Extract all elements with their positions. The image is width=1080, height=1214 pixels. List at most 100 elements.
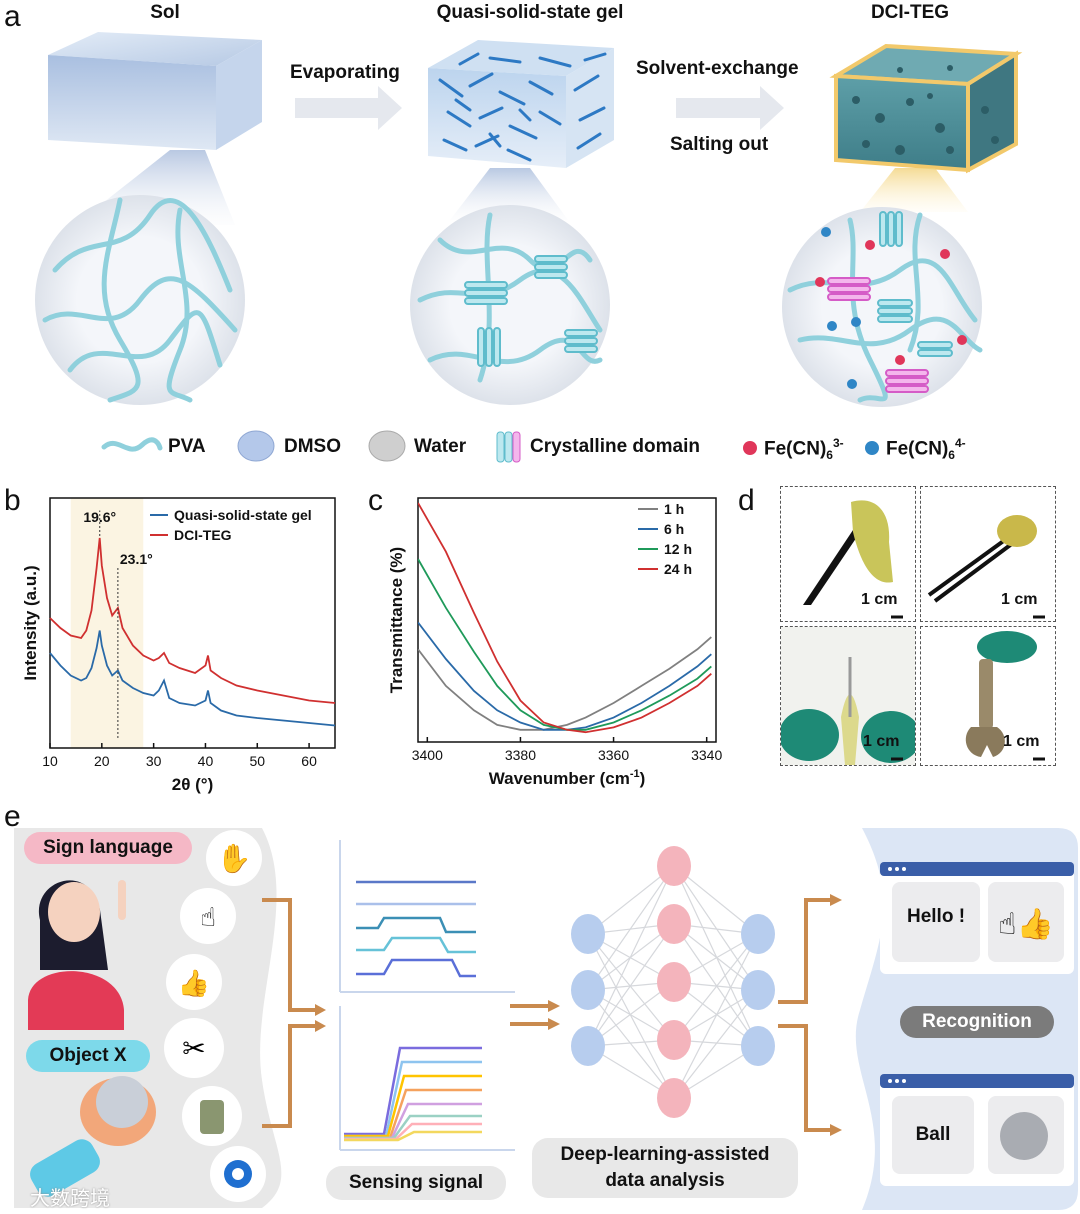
nn-edge [587, 989, 675, 1099]
nn-edge [673, 865, 759, 1047]
xrd-xtick-label: 50 [249, 753, 265, 769]
teg-block-side [966, 50, 1018, 174]
ftir-ylabel: Transmittance (%) [387, 547, 406, 693]
panel-label-c: c [368, 484, 383, 517]
highlight-band [70, 498, 144, 748]
panel-label-e: e [4, 800, 21, 833]
svg-text:✂: ✂ [182, 1032, 205, 1065]
teg-block-front [834, 73, 970, 173]
nn-edge [673, 923, 759, 1047]
sensing-signal-label: Sensing signal [326, 1166, 506, 1200]
ftir-xtick-label: 3360 [598, 747, 629, 763]
sensing-signal-plots [339, 840, 515, 1151]
teg-beam [860, 168, 968, 212]
girl-avatar [28, 880, 126, 1030]
gel-crystalline-domains [464, 255, 598, 367]
legend-fe4-icon [865, 441, 879, 455]
ftir-plot-frame [417, 497, 717, 743]
nn-node [657, 846, 691, 886]
gel-block-front [428, 68, 566, 168]
wrench-glove-icon [965, 631, 1045, 761]
arrow-label-evaporating: Evaporating [290, 62, 400, 83]
nn-node [657, 962, 691, 1002]
peak-label-196: 19.6° [83, 509, 116, 525]
ftir-xtick-label: 3340 [691, 747, 722, 763]
stage-title-teg: DCI-TEG [870, 2, 950, 23]
legend-label-pva: PVA [168, 436, 206, 457]
nn-node [741, 1026, 775, 1066]
teg-pores [852, 65, 999, 155]
ftir-xtick-label: 3380 [505, 747, 536, 763]
ftir-xlabel: Wavenumber (cm-1) [489, 768, 646, 788]
photo-rolled-film: 1 cm [920, 486, 1056, 622]
xrd-series-teg [49, 537, 336, 704]
panel-label-a: a [4, 0, 21, 33]
result-ball-text: Ball [915, 1124, 951, 1145]
deep-learning-line1: Deep-learning-assisted [560, 1144, 770, 1165]
nn-node [657, 1078, 691, 1118]
object-x-pill: Object X [26, 1040, 150, 1072]
legend-dmso-icon [237, 430, 275, 462]
ftir-legend-entry: 12 h [664, 541, 692, 557]
sol-block-front [48, 55, 216, 150]
sign-language-pill: Sign language [24, 832, 192, 864]
nn-edge [673, 865, 759, 991]
legend-label-water: Water [414, 436, 467, 457]
panel-a-schematic [35, 32, 1023, 463]
panel-label-b: b [4, 484, 21, 517]
xrd-chart: 10 20 30 40 50 60 19.6° 23.1° Quasi-solid-state … [21, 497, 336, 794]
legend-label-fe3: Fe(CN)63- [764, 436, 844, 463]
object-icons: ✂ [164, 1018, 266, 1202]
ftir-series-24h [418, 502, 712, 734]
ftir-xtick-label: 3400 [412, 747, 443, 763]
xrd-legend-entry: DCI-TEG [174, 527, 232, 543]
teg-crystalline-pink [827, 277, 929, 393]
hand-with-ball [30, 1076, 156, 1197]
legend-label-fe4: Fe(CN)64- [886, 436, 966, 463]
sol-block-top [48, 32, 262, 66]
scale-bar-label: 1 cm [863, 733, 900, 750]
panel-label-d: d [738, 484, 755, 517]
xrd-ylabel: Intensity (a.u.) [21, 565, 40, 680]
gel-block-top [428, 40, 614, 76]
scale-bar-label: 1 cm [861, 591, 898, 608]
xrd-xlabel: 2θ (°) [172, 775, 214, 794]
nn-edge [673, 989, 759, 1099]
xrd-xtick-label: 20 [94, 753, 110, 769]
scale-bar-label: 1 cm [1001, 591, 1038, 608]
sol-block-side [216, 40, 262, 150]
recognition-pill: Recognition [900, 1006, 1054, 1038]
nn-node [657, 904, 691, 944]
gloves-stretch-icon [779, 627, 921, 765]
xrd-xtick-label: 10 [42, 753, 58, 769]
window-ball [880, 1074, 1074, 1186]
xrd-series-gel [49, 630, 336, 727]
stage-title-sol: Sol [150, 2, 180, 23]
gel-network [438, 52, 607, 162]
nn-node [571, 1026, 605, 1066]
legend-label-dmso: DMSO [284, 436, 341, 457]
ftir-legend-entry: 24 h [664, 561, 692, 577]
nn-edge [587, 865, 675, 991]
photo-folded-film: 1 cm [780, 486, 916, 622]
arrow-solvent-exchange [676, 86, 784, 130]
photo-wrench-lift: 1 cm [920, 626, 1056, 766]
stage-title-gel: Quasi-solid-state gel [436, 2, 624, 23]
ftir-series-6h [418, 621, 712, 731]
xrd-plot-frame [49, 497, 336, 749]
nn-edge [587, 865, 675, 1047]
deep-learning-label: Deep-learning-assisted data analysis [532, 1138, 798, 1198]
svg-text:✋: ✋ [217, 842, 252, 875]
nn-node [571, 914, 605, 954]
svg-text:☝👍: ☝👍 [998, 906, 1054, 942]
watermark-text: 大数跨境 [30, 1186, 110, 1210]
teg-fe4-ions [821, 227, 861, 389]
legend-pva-icon [101, 437, 163, 452]
ftir-series-1h [418, 636, 712, 731]
result-hello-text: Hello ! [906, 906, 966, 927]
nn-node [571, 970, 605, 1010]
flow-arrows-middle [510, 1000, 560, 1030]
nn-edge [587, 923, 675, 1047]
neural-network [571, 846, 775, 1118]
nn-node [741, 914, 775, 954]
